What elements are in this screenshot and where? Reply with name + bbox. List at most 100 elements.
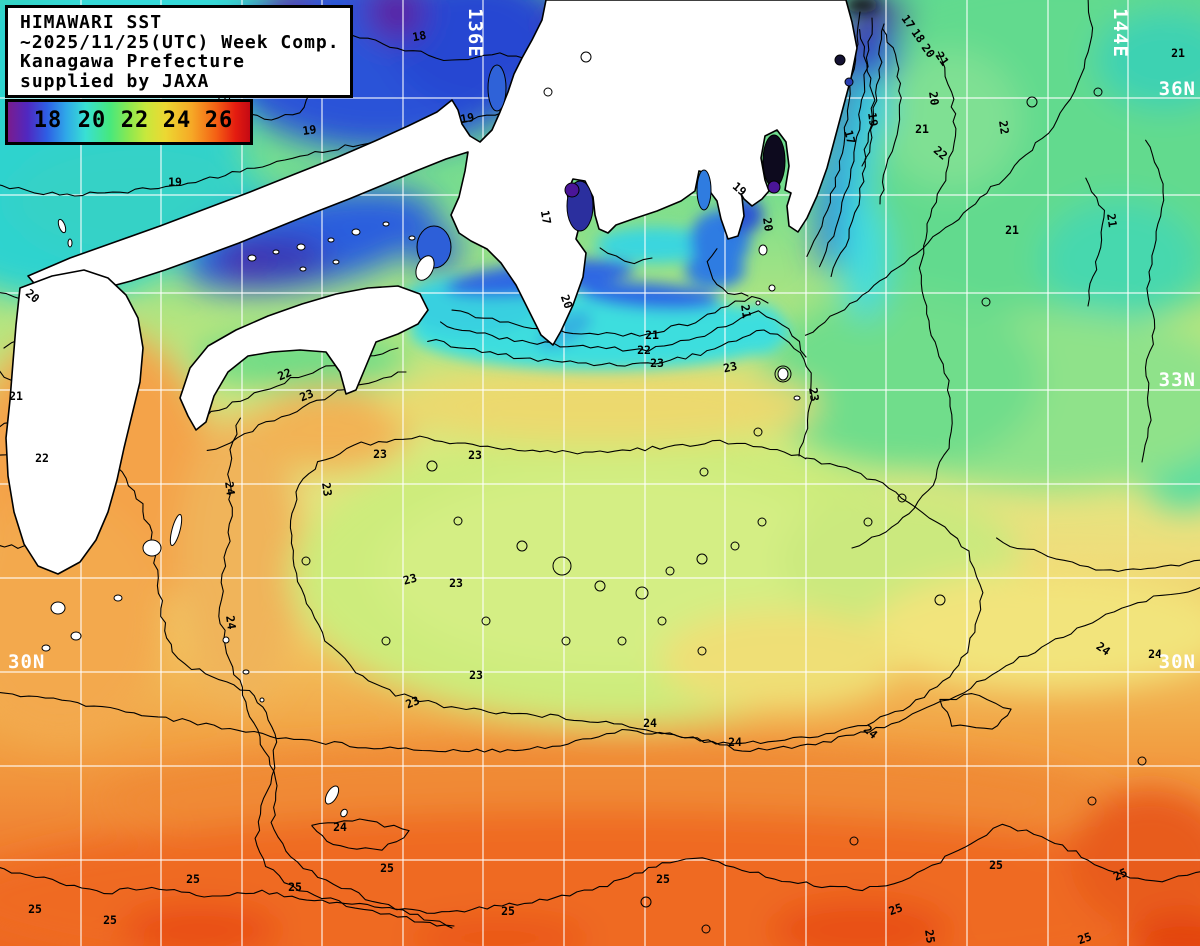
- sst-contour: [218, 417, 455, 927]
- contour-temp-label: 23: [806, 387, 822, 403]
- sst-contour: [939, 693, 1012, 730]
- mini-contour-ring: [657, 616, 667, 626]
- mini-contour-ring: [897, 493, 907, 503]
- contour-temp-label: 24: [333, 820, 347, 834]
- contour-temp-label: 19: [459, 110, 475, 126]
- coastal-lagoon: [844, 77, 854, 87]
- mini-contour-ring: [699, 467, 709, 477]
- graticule-label: 30N: [1159, 651, 1196, 673]
- sst-contour: [1085, 177, 1106, 307]
- mini-contour-ring: [697, 646, 707, 656]
- colorbar-gradient: [8, 102, 250, 142]
- sst-contour: [311, 818, 410, 851]
- contour-temp-label: 25: [28, 902, 42, 916]
- contour-temp-label: 20: [926, 91, 942, 107]
- contour-temp-label: 24: [1148, 647, 1162, 661]
- mini-contour-ring: [552, 556, 572, 576]
- mini-contour-ring: [426, 460, 438, 472]
- title-box: HIMAWARI SST ~2025/11/25(UTC) Week Comp.…: [5, 5, 353, 98]
- honshu-landmass: [27, 0, 858, 346]
- small-island: [50, 601, 66, 615]
- mini-contour-ring: [730, 541, 740, 551]
- mini-contour-ring: [561, 636, 571, 646]
- small-island: [222, 636, 230, 644]
- islands-layer: [41, 218, 801, 818]
- sst-contour: [0, 587, 1200, 753]
- small-island: [67, 238, 73, 248]
- awaji-island: [415, 255, 435, 281]
- small-island: [758, 244, 768, 256]
- contour-temp-label: 24: [643, 716, 657, 730]
- contour-temp-label: 18: [411, 28, 427, 44]
- kyushu-landmass: [5, 269, 144, 575]
- graticule-label: 30N: [8, 651, 45, 673]
- small-island: [70, 631, 82, 641]
- small-island: [755, 300, 761, 306]
- contour-temp-label: 25: [1076, 929, 1094, 946]
- contour-temp-label: 17: [841, 128, 858, 145]
- contour-temp-label: 22: [637, 343, 651, 357]
- small-island: [242, 669, 250, 675]
- mini-contour-ring: [543, 87, 553, 97]
- lake-biwa: [487, 64, 507, 112]
- contour-temp-label: 25: [501, 904, 515, 918]
- tokyo-bay-mouth: [767, 180, 781, 194]
- mini-contour-ring: [1093, 87, 1103, 97]
- mini-contour-ring: [381, 636, 391, 646]
- contour-temp-label: 20: [919, 41, 938, 60]
- mini-contour-ring: [863, 517, 873, 527]
- small-island: [247, 254, 257, 262]
- small-island: [324, 785, 340, 805]
- sst-contour: [859, 28, 876, 167]
- contour-temp-label: 17: [538, 209, 554, 225]
- contour-temp-label: 23: [373, 447, 387, 461]
- small-island: [340, 808, 348, 818]
- small-island: [768, 284, 776, 292]
- contour-temp-label: 20: [760, 217, 776, 233]
- sst-contour: [599, 247, 653, 265]
- mini-contour-ring: [635, 586, 649, 600]
- contour-temp-label: 18: [909, 26, 928, 45]
- graticule-label: 36N: [1159, 78, 1196, 100]
- sst-contour: [830, 23, 885, 278]
- title-line-date: ~2025/11/25(UTC) Week Comp.: [20, 31, 340, 53]
- sst-contour: [0, 823, 1200, 914]
- mini-contour-ring: [701, 924, 711, 934]
- contour-temp-label: 23: [297, 386, 315, 404]
- sst-contour: [851, 51, 957, 549]
- contour-temp-label: 21: [9, 389, 23, 403]
- sst-contour: [804, 0, 1094, 336]
- land-layer: [5, 0, 858, 575]
- contour-temp-label: 22: [275, 365, 293, 383]
- small-island: [408, 235, 416, 241]
- small-island: [113, 594, 123, 602]
- small-island: [332, 259, 340, 265]
- contour-temp-label: 25: [887, 900, 905, 918]
- contour-temp-label: 21: [645, 328, 659, 342]
- kasumigaura-lake: [834, 54, 846, 66]
- contour-temp-label: 24: [1094, 639, 1113, 658]
- mini-contour-ring: [580, 51, 592, 63]
- contour-temp-label: 23: [403, 693, 421, 711]
- mini-contour-ring: [617, 636, 627, 646]
- contour-temp-label: 24: [223, 615, 239, 631]
- contour-temp-label: 23: [469, 668, 483, 682]
- contour-temp-label: 21: [738, 304, 754, 320]
- contour-temp-label: 24: [728, 735, 742, 749]
- small-island: [382, 221, 390, 227]
- mini-contour-ring: [301, 556, 311, 566]
- small-island: [351, 228, 361, 236]
- contour-temp-label: 21: [1171, 46, 1185, 60]
- colorbar-tick-label: 24: [162, 108, 192, 133]
- small-island: [793, 395, 801, 401]
- contour-temp-label: 22: [996, 120, 1012, 136]
- contour-temp-label: 25: [1111, 865, 1130, 884]
- contour-temp-label: 22: [931, 143, 951, 163]
- mini-contour-ring: [594, 580, 606, 592]
- contour-temp-label: 25: [656, 872, 670, 886]
- small-island: [327, 237, 335, 243]
- small-island: [272, 249, 280, 255]
- mini-contour-ring: [516, 540, 528, 552]
- small-island: [142, 539, 162, 557]
